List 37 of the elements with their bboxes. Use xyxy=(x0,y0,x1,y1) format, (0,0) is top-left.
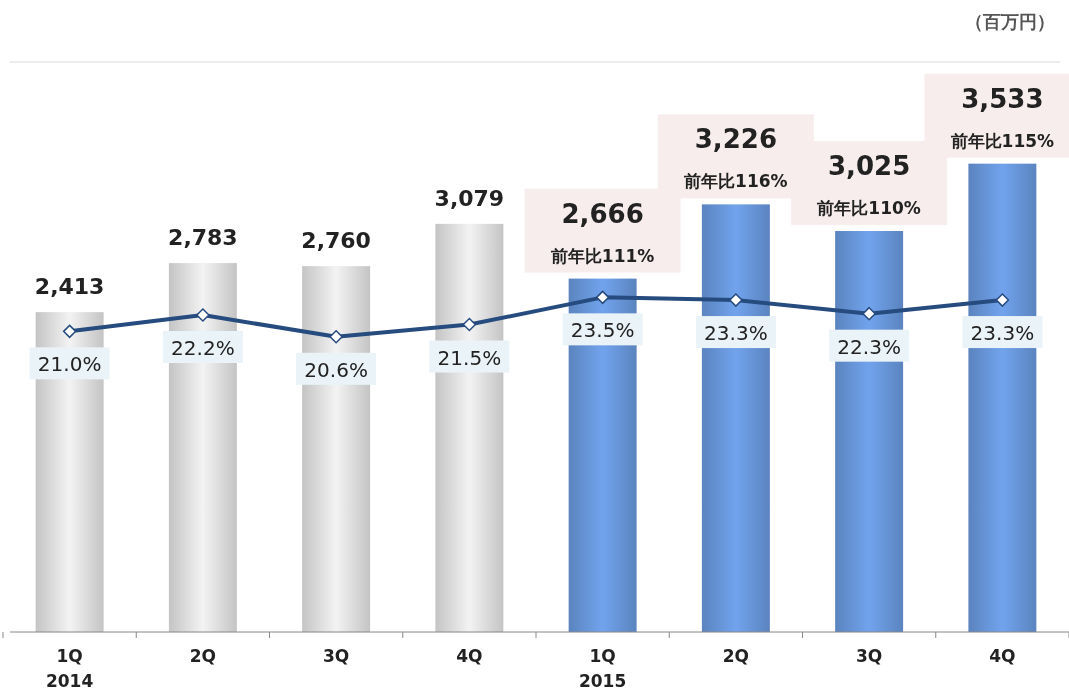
point xyxy=(729,293,743,307)
x-tick-label: 3Q xyxy=(322,646,350,666)
x-tick-label: 1Q 2014 xyxy=(45,646,94,691)
data-label: 3,079 xyxy=(434,185,505,211)
x-tick-label: 4Q xyxy=(456,646,483,666)
point xyxy=(462,317,477,332)
data-label: 22.3% xyxy=(837,334,901,359)
data-label: 21.5% xyxy=(437,345,502,370)
data-label: 3,226 xyxy=(694,124,777,155)
annotation: 前年比116% xyxy=(683,171,788,192)
annotation: 前年比110% xyxy=(816,198,921,219)
data-label: 2,783 xyxy=(168,225,238,251)
point xyxy=(62,324,77,339)
annotation: 前年比111% xyxy=(549,245,655,266)
data-label: 2,666 xyxy=(561,198,644,229)
data-label: 2,413 xyxy=(34,274,105,300)
point xyxy=(862,306,876,321)
point xyxy=(995,293,1010,307)
point xyxy=(329,330,343,344)
data-label: 21.0% xyxy=(37,352,102,377)
data-label: 23.3% xyxy=(704,321,768,346)
data-label: 23.3% xyxy=(970,321,1035,346)
point xyxy=(196,308,210,322)
point xyxy=(595,290,610,305)
data-label: 3,533 xyxy=(961,83,1044,114)
x-tick-label: 4Q xyxy=(989,646,1016,666)
x-tick-label: 2Q xyxy=(189,646,217,666)
data-label: 3,025 xyxy=(828,151,911,182)
data-label: 23.5% xyxy=(570,318,635,343)
x-tick-label: 1Q 2015 xyxy=(578,646,627,691)
data-label: 2,760 xyxy=(301,228,371,254)
annotation: 前年比115% xyxy=(949,130,1055,151)
x-tick-label: 2Q xyxy=(722,646,750,666)
data-label: 22.2% xyxy=(171,336,235,361)
x-tick-label: 3Q xyxy=(855,646,883,666)
text: （百万円） xyxy=(965,11,1055,32)
data-label: 20.6% xyxy=(304,357,368,382)
